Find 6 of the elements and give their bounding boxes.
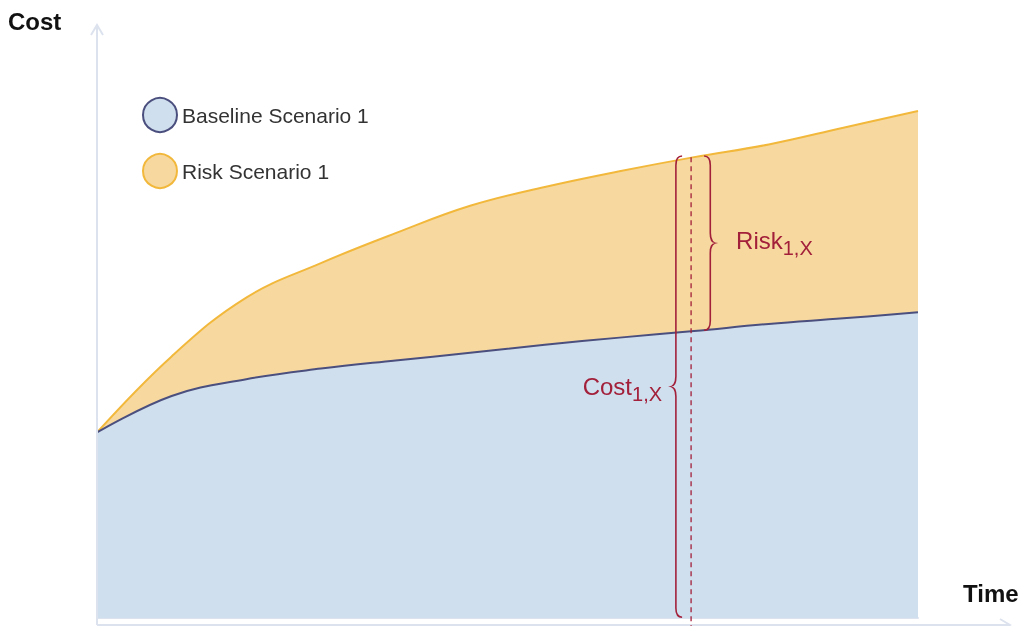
y-axis-title: Cost xyxy=(8,8,62,36)
legend-label: Risk Scenario 1 xyxy=(182,159,330,183)
x-axis-title: Time xyxy=(963,580,1019,608)
legend-label: Baseline Scenario 1 xyxy=(182,103,369,127)
annotation: Cost$_{1,X}$ xyxy=(582,372,663,406)
annotation: Risk$_{1,X}$ xyxy=(736,227,813,260)
